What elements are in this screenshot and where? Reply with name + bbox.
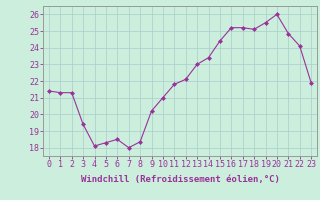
X-axis label: Windchill (Refroidissement éolien,°C): Windchill (Refroidissement éolien,°C) bbox=[81, 175, 279, 184]
